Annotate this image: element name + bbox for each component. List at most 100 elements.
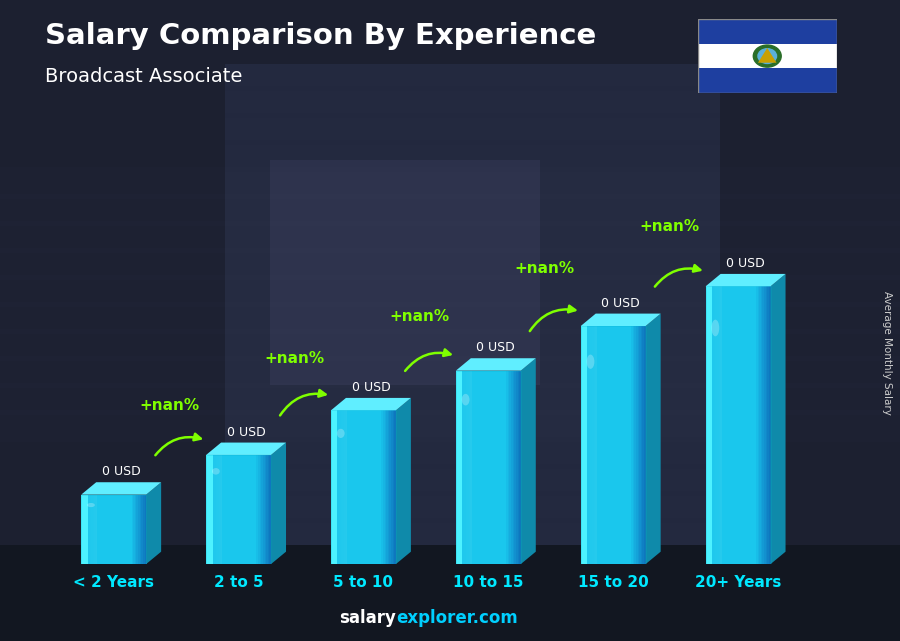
- Bar: [352, 410, 354, 564]
- Bar: [137, 495, 139, 564]
- Bar: [266, 455, 268, 564]
- Bar: [258, 455, 260, 564]
- Bar: [633, 326, 634, 564]
- Bar: [222, 455, 224, 564]
- Bar: [698, 44, 837, 69]
- Bar: [587, 326, 590, 564]
- Bar: [584, 326, 586, 564]
- Bar: [471, 370, 473, 564]
- Bar: [750, 287, 751, 564]
- Text: +nan%: +nan%: [390, 308, 450, 324]
- Bar: [243, 455, 246, 564]
- Bar: [97, 495, 99, 564]
- Bar: [99, 495, 101, 564]
- Bar: [260, 455, 262, 564]
- Bar: [497, 370, 499, 564]
- Bar: [621, 326, 624, 564]
- Bar: [518, 370, 519, 564]
- Bar: [107, 495, 109, 564]
- Bar: [81, 495, 146, 564]
- Bar: [718, 287, 721, 564]
- Bar: [113, 495, 116, 564]
- Bar: [261, 455, 264, 564]
- Bar: [218, 455, 220, 564]
- Bar: [83, 495, 85, 564]
- Bar: [740, 287, 742, 564]
- Bar: [710, 287, 713, 564]
- Bar: [225, 64, 720, 545]
- Bar: [766, 287, 768, 564]
- Bar: [391, 410, 393, 564]
- Bar: [368, 410, 370, 564]
- Bar: [372, 410, 374, 564]
- Bar: [127, 495, 129, 564]
- Bar: [227, 455, 230, 564]
- Text: explorer.com: explorer.com: [396, 609, 518, 627]
- Bar: [483, 370, 485, 564]
- Bar: [459, 370, 461, 564]
- Bar: [229, 455, 230, 564]
- Bar: [382, 410, 383, 564]
- Bar: [240, 455, 242, 564]
- Bar: [366, 410, 369, 564]
- Bar: [0, 464, 900, 496]
- Bar: [501, 370, 503, 564]
- Bar: [105, 495, 108, 564]
- Bar: [495, 370, 497, 564]
- Bar: [216, 455, 218, 564]
- Bar: [732, 287, 733, 564]
- Bar: [479, 370, 481, 564]
- Bar: [263, 455, 265, 564]
- Bar: [519, 370, 521, 564]
- Bar: [590, 326, 592, 564]
- Bar: [374, 410, 377, 564]
- Bar: [734, 287, 737, 564]
- Bar: [111, 495, 112, 564]
- Bar: [604, 326, 606, 564]
- Bar: [0, 86, 900, 118]
- Bar: [489, 370, 491, 564]
- Bar: [374, 410, 375, 564]
- Bar: [245, 455, 248, 564]
- Bar: [255, 455, 256, 564]
- Bar: [0, 221, 900, 253]
- Bar: [93, 495, 94, 564]
- Bar: [602, 326, 604, 564]
- Bar: [605, 326, 608, 564]
- Bar: [758, 287, 760, 564]
- Bar: [698, 19, 837, 44]
- Bar: [481, 370, 482, 564]
- Bar: [334, 410, 337, 564]
- Bar: [210, 455, 212, 564]
- Bar: [101, 495, 103, 564]
- Bar: [89, 495, 91, 564]
- Bar: [764, 287, 766, 564]
- Bar: [626, 326, 628, 564]
- Bar: [717, 287, 719, 564]
- Bar: [235, 455, 238, 564]
- Text: +nan%: +nan%: [140, 398, 200, 413]
- Bar: [265, 455, 266, 564]
- Bar: [707, 287, 709, 564]
- Bar: [392, 410, 395, 564]
- Bar: [206, 455, 271, 564]
- Text: 0 USD: 0 USD: [476, 341, 515, 354]
- Bar: [123, 495, 125, 564]
- Bar: [347, 410, 349, 564]
- Text: Broadcast Associate: Broadcast Associate: [45, 67, 242, 87]
- Bar: [133, 495, 135, 564]
- Bar: [331, 410, 333, 564]
- Bar: [482, 370, 484, 564]
- Bar: [0, 275, 900, 307]
- Bar: [103, 495, 104, 564]
- Bar: [346, 410, 347, 564]
- Bar: [138, 495, 140, 564]
- Bar: [636, 326, 638, 564]
- Bar: [610, 326, 612, 564]
- Polygon shape: [396, 398, 411, 564]
- Bar: [748, 287, 750, 564]
- Ellipse shape: [87, 503, 94, 507]
- Ellipse shape: [212, 468, 220, 474]
- Bar: [760, 287, 761, 564]
- Bar: [87, 495, 90, 564]
